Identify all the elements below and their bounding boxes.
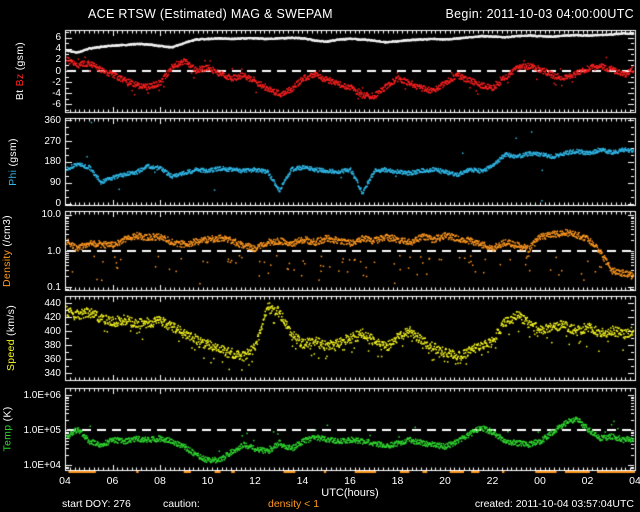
y-axis-label-part: (gsm) (7, 137, 19, 170)
y-axis-label-text: Bt Bz (gsm) (14, 42, 26, 100)
start-doy-label: start DOY: 276 (62, 498, 131, 510)
created-timestamp: created: 2011-10-04 03:57:04UTC (474, 498, 634, 510)
caution-density-note: density < 1 (268, 498, 320, 510)
y-tick-label: -4 (52, 87, 61, 99)
y-tick-label: 1.0 (47, 245, 61, 257)
x-tick-label: 04 (59, 475, 71, 487)
y-axis-label: Bt Bz (gsm) (11, 30, 29, 112)
y-axis-label-part: Density (1, 249, 14, 287)
y-tick-label: 4 (55, 43, 61, 55)
y-axis-label-part: Temp (1, 424, 14, 452)
x-tick-label: 20 (439, 475, 451, 487)
y-tick-label: 360 (44, 353, 61, 365)
y-axis-label-text: Temp (K) (1, 406, 13, 451)
x-tick-label: 06 (106, 475, 119, 487)
y-axis-label-part: (gsm) (14, 41, 26, 74)
y-axis-label: Temp (K) (0, 388, 16, 470)
x-tick-label: 08 (154, 475, 166, 487)
y-axis-label-part: Bz (14, 73, 26, 87)
y-tick-label: 1.0E+05 (23, 424, 61, 436)
x-tick-label: 10 (201, 475, 214, 487)
y-tick-label: 400 (44, 325, 61, 337)
y-axis-label-part: (km/s) (5, 304, 17, 340)
y-tick-label: 440 (44, 297, 61, 309)
caution-label: caution: (163, 498, 200, 510)
y-tick-label: 420 (44, 311, 61, 323)
y-tick-label: 1.0E+06 (23, 389, 61, 401)
y-tick-label: -6 (52, 98, 61, 110)
y-tick-label: 180 (44, 156, 61, 168)
y-axis-label: Phi (gsm) (4, 118, 22, 205)
y-axis-label-part: (K) (1, 406, 14, 425)
y-axis-label-text: Phi (gsm) (7, 138, 19, 186)
y-tick-label: 0 (55, 198, 61, 210)
y-tick-label: 360 (44, 114, 61, 126)
y-tick-label: 340 (44, 367, 61, 379)
x-tick-label: 14 (296, 475, 309, 487)
x-tick-label: 18 (391, 475, 404, 487)
y-tick-label: 10.0 (41, 209, 61, 221)
y-axis-label: Speed (km/s) (2, 296, 20, 380)
x-tick-label: 02 (581, 475, 594, 487)
y-tick-label: 6 (55, 32, 61, 44)
y-tick-label: 0 (55, 65, 61, 77)
y-tick-label: 270 (44, 135, 61, 147)
y-tick-label: 2 (55, 54, 61, 66)
x-tick-label: 16 (344, 475, 356, 487)
x-tick-label: 00 (534, 475, 546, 487)
x-tick-label: 12 (249, 475, 261, 487)
y-tick-label: -2 (52, 76, 61, 88)
y-axis-label-text: Speed (km/s) (5, 305, 17, 371)
x-tick-label: 04 (629, 475, 640, 487)
y-axis-label-part: Bt (14, 86, 26, 101)
y-axis-label-part: (/cm3) (1, 214, 14, 250)
y-axis-label: Density (/cm3) (0, 211, 16, 290)
y-tick-label: 1.0E+04 (23, 459, 61, 471)
y-tick-label: 90 (49, 177, 61, 189)
x-tick-label: 22 (486, 475, 499, 487)
x-axis-title: UTC(hours) (321, 487, 379, 499)
y-axis-label-part: Speed (5, 339, 17, 372)
y-tick-label: 0.1 (47, 281, 61, 293)
y-axis-label-text: Density (/cm3) (1, 215, 13, 287)
y-axis-label-part: Phi (7, 169, 19, 186)
y-tick-label: 380 (44, 339, 61, 351)
